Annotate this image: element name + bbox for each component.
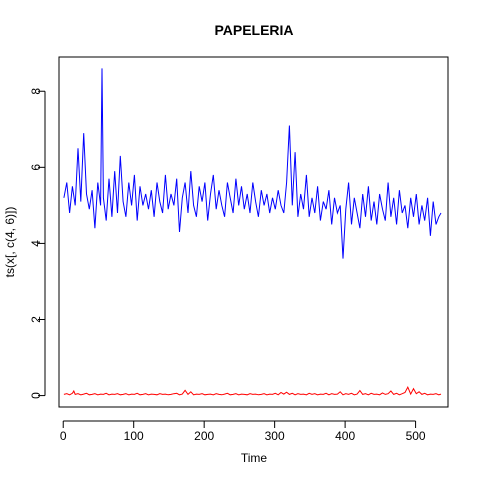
x-tick-label: 500 [406,429,426,443]
x-axis-title: Time [241,451,268,465]
series-line-2 [63,386,442,396]
axes: 0 100 200 300 400 500 0 2 4 6 8 [29,88,426,443]
y-axis-title-group: ts(x[, c(4, 6)]) [3,207,17,278]
y-tick-label: 8 [29,88,43,95]
plot-frame [58,56,449,408]
y-tick-label: 2 [29,316,43,323]
y-tick-label: 6 [29,164,43,171]
series-lines [63,68,442,396]
series-line-1 [63,68,442,259]
x-tick-label: 300 [265,429,285,443]
y-tick-label: 0 [29,392,43,399]
x-tick-label: 200 [194,429,214,443]
y-tick-label: 4 [29,240,43,247]
y-axis-title: ts(x[, c(4, 6)]) [3,207,17,278]
x-tick-label: 100 [124,429,144,443]
x-tick-label: 0 [60,429,67,443]
chart-title: PAPELERIA [214,22,293,38]
x-tick-label: 400 [335,429,355,443]
